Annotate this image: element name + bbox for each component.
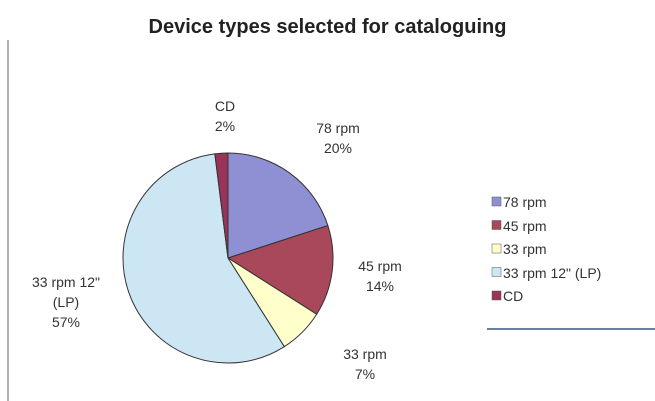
- legend-label: 78 rpm: [503, 194, 547, 210]
- slice-category: CD: [214, 98, 236, 114]
- legend-label: 33 rpm 12" (LP): [503, 264, 602, 281]
- legend-label: 33 rpm: [503, 241, 547, 257]
- slice-value: 57%: [51, 314, 81, 330]
- slice-category: 78 rpm: [316, 120, 360, 136]
- legend-swatch: [491, 196, 502, 207]
- slice-value: 14%: [365, 278, 395, 294]
- slice-label: 33 rpm 7%: [320, 344, 410, 384]
- legend-label: CD: [503, 288, 524, 304]
- slice-label: CD 2%: [195, 96, 255, 136]
- slice-category: 33 rpm 12" (LP): [31, 274, 100, 310]
- slice-value: 2%: [214, 118, 236, 134]
- pie-slice: [214, 152, 229, 259]
- legend-swatch: [491, 243, 502, 254]
- chart-title: Device types selected for cataloguing: [148, 16, 507, 38]
- slice-value: 7%: [354, 366, 376, 382]
- slice-label: 45 rpm 14%: [335, 256, 425, 296]
- legend-swatch: [491, 220, 502, 230]
- pie-slice: [227, 152, 329, 259]
- legend-label: 45 rpm: [503, 217, 547, 234]
- pie-slice: [226, 224, 334, 315]
- legend-swatch: [491, 290, 502, 301]
- legend-swatch: [491, 267, 502, 277]
- slice-label: 78 rpm 20%: [293, 118, 383, 158]
- slice-label: 33 rpm 12" (LP) 57%: [26, 272, 106, 332]
- slice-category: 33 rpm: [343, 346, 387, 362]
- pie-slice: [122, 153, 285, 364]
- slice-value: 20%: [323, 140, 353, 156]
- slice-category: 45 rpm: [358, 258, 402, 274]
